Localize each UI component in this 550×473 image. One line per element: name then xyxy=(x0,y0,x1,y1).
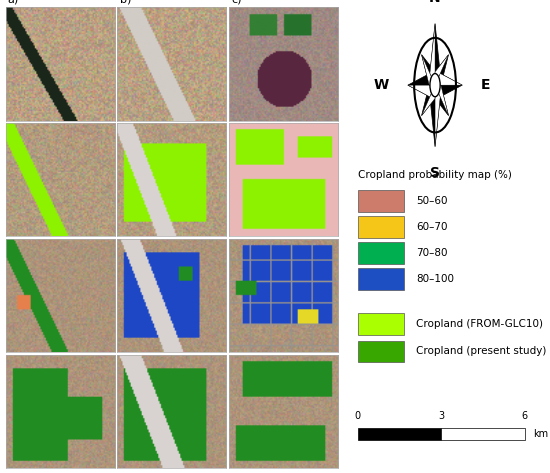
Text: 70–80: 70–80 xyxy=(416,248,448,258)
Circle shape xyxy=(430,74,440,97)
FancyBboxPatch shape xyxy=(358,314,404,335)
Text: 80–100: 80–100 xyxy=(416,274,454,284)
PathPatch shape xyxy=(435,55,448,85)
Text: Cropland (FROM-GLC10): Cropland (FROM-GLC10) xyxy=(416,319,543,329)
FancyBboxPatch shape xyxy=(358,341,404,362)
Text: km: km xyxy=(534,429,548,439)
PathPatch shape xyxy=(422,55,448,115)
Text: E: E xyxy=(481,78,491,92)
PathPatch shape xyxy=(435,85,440,147)
FancyBboxPatch shape xyxy=(358,243,404,264)
FancyBboxPatch shape xyxy=(358,217,404,238)
Text: 50–60: 50–60 xyxy=(416,196,448,206)
Text: 0: 0 xyxy=(355,411,361,421)
Text: 60–70: 60–70 xyxy=(416,222,448,232)
Text: Cropland (present study): Cropland (present study) xyxy=(416,346,547,357)
Text: S: S xyxy=(430,166,440,180)
Text: c): c) xyxy=(232,0,242,5)
PathPatch shape xyxy=(422,85,435,115)
FancyBboxPatch shape xyxy=(358,269,404,290)
Text: a): a) xyxy=(8,0,19,5)
FancyBboxPatch shape xyxy=(358,428,441,440)
PathPatch shape xyxy=(408,85,435,97)
Text: 3: 3 xyxy=(438,411,444,421)
Text: N: N xyxy=(429,0,441,5)
Text: Cropland probability map (%): Cropland probability map (%) xyxy=(358,170,512,180)
PathPatch shape xyxy=(435,85,448,115)
FancyBboxPatch shape xyxy=(441,428,525,440)
PathPatch shape xyxy=(430,24,435,85)
Text: W: W xyxy=(373,78,389,92)
PathPatch shape xyxy=(408,24,462,147)
Text: 6: 6 xyxy=(522,411,528,421)
Text: b): b) xyxy=(119,0,131,5)
FancyBboxPatch shape xyxy=(358,190,404,212)
PathPatch shape xyxy=(435,73,462,85)
PathPatch shape xyxy=(422,55,435,85)
